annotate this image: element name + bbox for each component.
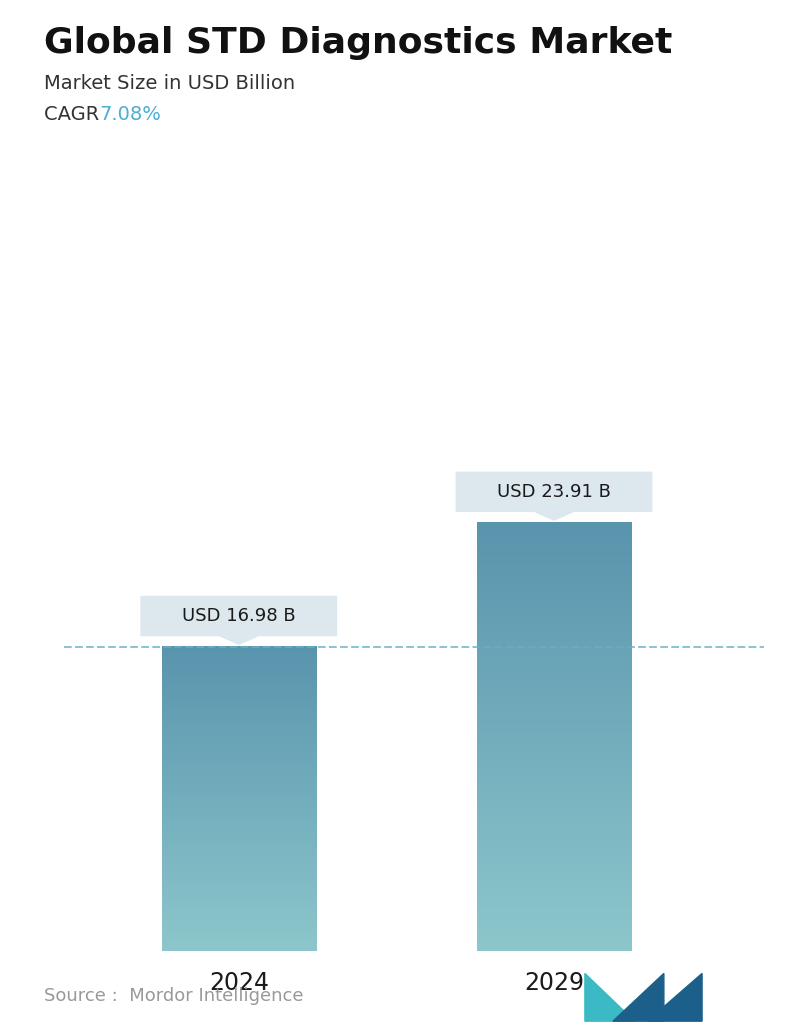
FancyBboxPatch shape bbox=[140, 596, 338, 636]
Polygon shape bbox=[613, 973, 664, 1022]
Polygon shape bbox=[585, 973, 634, 1022]
FancyBboxPatch shape bbox=[455, 472, 653, 512]
Text: USD 23.91 B: USD 23.91 B bbox=[497, 483, 611, 500]
Text: Global STD Diagnostics Market: Global STD Diagnostics Market bbox=[44, 26, 672, 60]
Text: CAGR: CAGR bbox=[44, 105, 111, 124]
Polygon shape bbox=[647, 973, 702, 1022]
Text: Market Size in USD Billion: Market Size in USD Billion bbox=[44, 74, 295, 93]
Text: USD 16.98 B: USD 16.98 B bbox=[182, 607, 295, 625]
Text: Source :  Mordor Intelligence: Source : Mordor Intelligence bbox=[44, 987, 303, 1005]
Polygon shape bbox=[536, 512, 572, 520]
Polygon shape bbox=[220, 636, 257, 644]
Text: 7.08%: 7.08% bbox=[100, 105, 162, 124]
